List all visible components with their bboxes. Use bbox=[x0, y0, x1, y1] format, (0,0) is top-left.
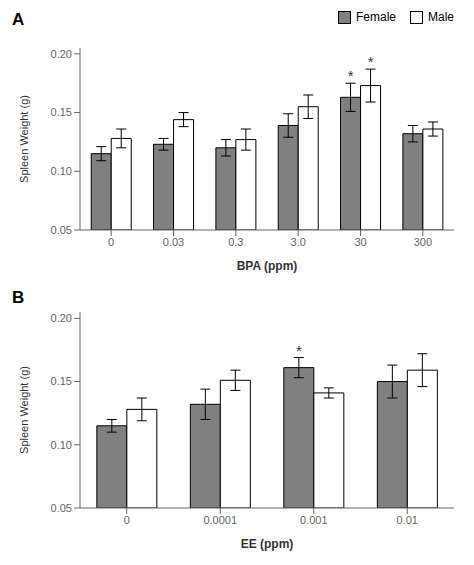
svg-text:0.001: 0.001 bbox=[300, 514, 328, 526]
svg-text:3.0: 3.0 bbox=[291, 236, 306, 248]
svg-text:BPA (ppm): BPA (ppm) bbox=[237, 259, 298, 273]
svg-text:0.15: 0.15 bbox=[51, 106, 72, 118]
svg-text:0.20: 0.20 bbox=[51, 312, 72, 324]
html-text:A: A bbox=[12, 10, 25, 29]
svg-text:*: * bbox=[348, 67, 354, 84]
svg-text:0.03: 0.03 bbox=[163, 236, 184, 248]
svg-text:0: 0 bbox=[108, 236, 114, 248]
svg-text:0.10: 0.10 bbox=[51, 439, 72, 451]
svg-text:Spleen Weight (g): Spleen Weight (g) bbox=[18, 366, 30, 454]
svg-text:0.05: 0.05 bbox=[51, 224, 72, 236]
svg-text:*: * bbox=[296, 342, 302, 359]
html-text:B: B bbox=[12, 288, 25, 307]
svg-text:0.01: 0.01 bbox=[397, 514, 418, 526]
html-text:Female: Female bbox=[356, 10, 396, 24]
svg-text:0.3: 0.3 bbox=[228, 236, 243, 248]
svg-text:0.15: 0.15 bbox=[51, 375, 72, 387]
svg-text:0: 0 bbox=[124, 514, 130, 526]
svg-text:300: 300 bbox=[414, 236, 432, 248]
svg-text:0.05: 0.05 bbox=[51, 502, 72, 514]
svg-text:0.10: 0.10 bbox=[51, 165, 72, 177]
svg-text:0.20: 0.20 bbox=[51, 48, 72, 60]
svg-text:30: 30 bbox=[354, 236, 366, 248]
svg-text:0.0001: 0.0001 bbox=[203, 514, 237, 526]
svg-text:Spleen Weight (g): Spleen Weight (g) bbox=[18, 95, 30, 183]
svg-text:*: * bbox=[368, 53, 374, 70]
html-text:Male: Male bbox=[428, 10, 454, 24]
svg-text:EE (ppm): EE (ppm) bbox=[241, 537, 294, 551]
